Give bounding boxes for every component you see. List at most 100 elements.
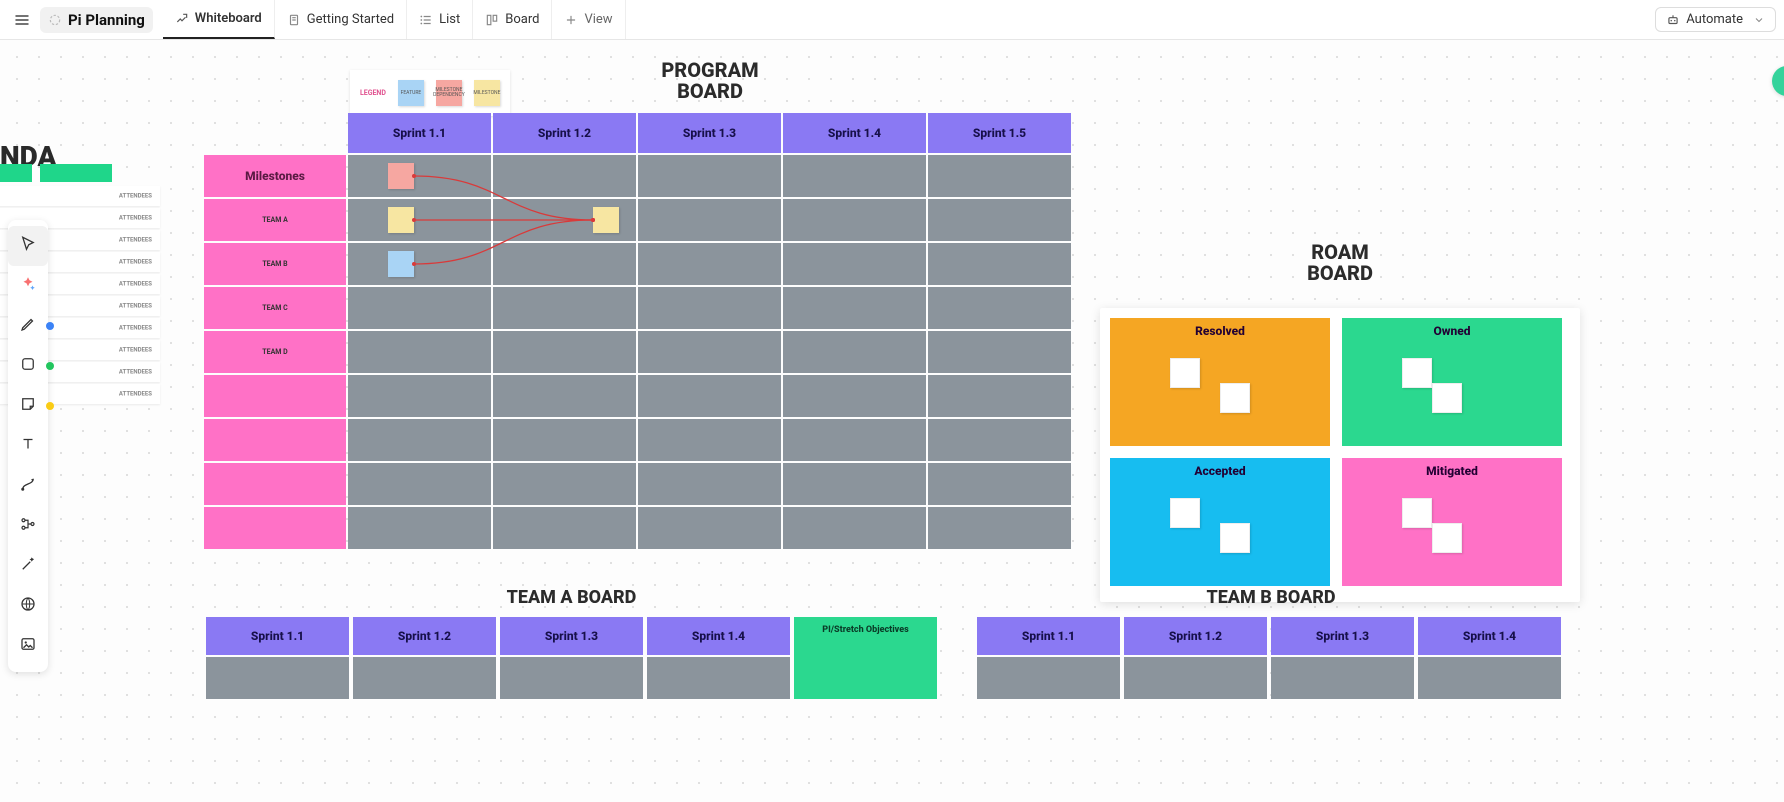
agenda-row[interactable]: ATTENDEES xyxy=(0,186,160,206)
roam-sticky[interactable] xyxy=(1432,523,1462,553)
program-cell[interactable] xyxy=(348,419,491,461)
program-cell[interactable] xyxy=(638,463,781,505)
tool-cursor[interactable] xyxy=(8,226,48,266)
program-cell[interactable] xyxy=(348,375,491,417)
tool-ai[interactable] xyxy=(8,266,48,306)
sprint-header[interactable]: Sprint 1.4 xyxy=(783,113,926,153)
tool-connector[interactable] xyxy=(8,466,48,506)
sprint-header[interactable]: Sprint 1.4 xyxy=(647,617,790,655)
team-cell[interactable] xyxy=(206,657,349,699)
program-cell[interactable] xyxy=(348,507,491,549)
roam-quadrant[interactable]: Resolved xyxy=(1110,318,1330,446)
doc-chip[interactable]: Pi Planning xyxy=(40,7,153,33)
program-cell[interactable] xyxy=(783,331,926,373)
roam-sticky[interactable] xyxy=(1402,498,1432,528)
roam-sticky[interactable] xyxy=(1170,358,1200,388)
program-cell[interactable] xyxy=(493,463,636,505)
sprint-header[interactable]: Sprint 1.1 xyxy=(348,113,491,153)
program-cell[interactable] xyxy=(638,243,781,285)
program-cell[interactable] xyxy=(638,331,781,373)
roam-sticky[interactable] xyxy=(1402,358,1432,388)
program-cell[interactable] xyxy=(493,507,636,549)
tab-list[interactable]: List xyxy=(407,0,473,39)
program-cell[interactable] xyxy=(928,331,1071,373)
program-cell[interactable] xyxy=(928,463,1071,505)
program-cell[interactable] xyxy=(493,331,636,373)
roam-sticky[interactable] xyxy=(1220,383,1250,413)
team-cell[interactable] xyxy=(353,657,496,699)
program-cell[interactable] xyxy=(493,287,636,329)
sticky-note[interactable] xyxy=(388,207,414,233)
sprint-header[interactable]: Sprint 1.2 xyxy=(493,113,636,153)
program-cell[interactable] xyxy=(348,155,491,197)
tab-add-view[interactable]: View xyxy=(552,0,625,39)
tool-image[interactable] xyxy=(8,626,48,666)
sticky-note[interactable] xyxy=(388,251,414,277)
program-cell[interactable] xyxy=(638,199,781,241)
program-cell[interactable] xyxy=(348,243,491,285)
program-row-label[interactable]: TEAM D xyxy=(204,331,346,373)
program-cell[interactable] xyxy=(493,243,636,285)
sprint-header[interactable]: Sprint 1.3 xyxy=(638,113,781,153)
program-cell[interactable] xyxy=(928,155,1071,197)
program-row-label[interactable]: TEAM B xyxy=(204,243,346,285)
program-cell[interactable] xyxy=(348,331,491,373)
sprint-header[interactable]: Sprint 1.3 xyxy=(500,617,643,655)
automate-button[interactable]: Automate xyxy=(1655,7,1776,32)
program-cell[interactable] xyxy=(783,375,926,417)
program-cell[interactable] xyxy=(348,463,491,505)
program-cell[interactable] xyxy=(493,155,636,197)
program-row-label[interactable]: TEAM A xyxy=(204,199,346,241)
tool-magic[interactable] xyxy=(8,546,48,586)
program-row-label[interactable] xyxy=(204,375,346,417)
tool-sticky[interactable] xyxy=(8,386,48,426)
roam-sticky[interactable] xyxy=(1220,523,1250,553)
program-cell[interactable] xyxy=(638,155,781,197)
program-cell[interactable] xyxy=(928,243,1071,285)
program-cell[interactable] xyxy=(783,155,926,197)
sprint-header[interactable]: Sprint 1.2 xyxy=(353,617,496,655)
program-cell[interactable] xyxy=(348,199,491,241)
program-cell[interactable] xyxy=(928,375,1071,417)
sprint-header[interactable]: Sprint 1.2 xyxy=(1124,617,1267,655)
roam-sticky[interactable] xyxy=(1170,498,1200,528)
program-cell[interactable] xyxy=(928,199,1071,241)
program-row-label[interactable] xyxy=(204,419,346,461)
program-cell[interactable] xyxy=(493,375,636,417)
program-row-label[interactable]: TEAM C xyxy=(204,287,346,329)
menu-icon[interactable] xyxy=(8,6,36,34)
sprint-header[interactable]: Sprint 1.5 xyxy=(928,113,1071,153)
sprint-header[interactable]: Sprint 1.1 xyxy=(977,617,1120,655)
program-cell[interactable] xyxy=(493,419,636,461)
sticky-note[interactable] xyxy=(593,207,619,233)
tool-org[interactable] xyxy=(8,506,48,546)
tool-shape[interactable] xyxy=(8,346,48,386)
program-cell[interactable] xyxy=(638,375,781,417)
program-row-label[interactable] xyxy=(204,507,346,549)
team-cell[interactable] xyxy=(647,657,790,699)
canvas[interactable]: NDAATTENDEESATTENDEESATTENDEESATTENDEESA… xyxy=(0,40,1784,802)
program-row-label[interactable]: Milestones xyxy=(204,155,346,197)
team-cell[interactable] xyxy=(1124,657,1267,699)
program-cell[interactable] xyxy=(928,507,1071,549)
roam-quadrant[interactable]: Mitigated xyxy=(1342,458,1562,586)
program-cell[interactable] xyxy=(928,287,1071,329)
roam-quadrant[interactable]: Accepted xyxy=(1110,458,1330,586)
tab-whiteboard[interactable]: Whiteboard xyxy=(163,0,275,39)
program-cell[interactable] xyxy=(783,507,926,549)
program-cell[interactable] xyxy=(783,243,926,285)
team-cell[interactable] xyxy=(1418,657,1561,699)
roam-quadrant[interactable]: Owned xyxy=(1342,318,1562,446)
tool-pen[interactable] xyxy=(8,306,48,346)
program-cell[interactable] xyxy=(783,287,926,329)
program-cell[interactable] xyxy=(783,463,926,505)
sticky-note[interactable] xyxy=(388,163,414,189)
roam-sticky[interactable] xyxy=(1432,383,1462,413)
program-cell[interactable] xyxy=(348,287,491,329)
tool-text[interactable] xyxy=(8,426,48,466)
program-cell[interactable] xyxy=(783,419,926,461)
sprint-header[interactable]: Sprint 1.1 xyxy=(206,617,349,655)
pi-objectives[interactable]: PI/Stretch Objectives xyxy=(794,617,937,699)
sprint-header[interactable]: Sprint 1.4 xyxy=(1418,617,1561,655)
team-cell[interactable] xyxy=(977,657,1120,699)
